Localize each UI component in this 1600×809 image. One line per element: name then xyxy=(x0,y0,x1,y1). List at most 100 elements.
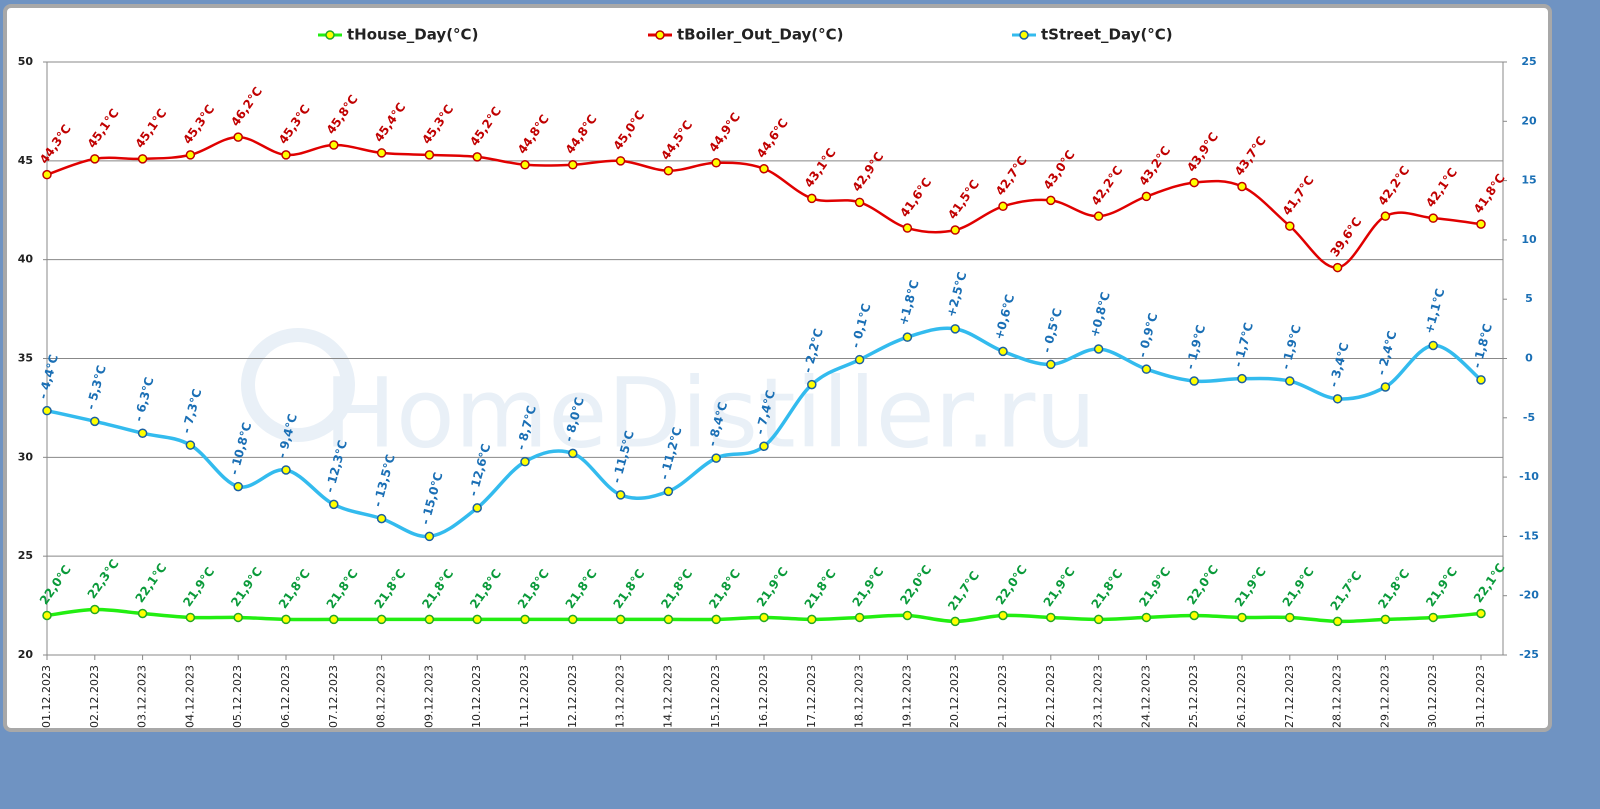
marker xyxy=(663,486,674,497)
y2-tick-label: 5 xyxy=(1525,292,1533,305)
y2-tick-label: 10 xyxy=(1521,233,1537,246)
x-tick-label: 29.12.2023 xyxy=(1378,665,1391,728)
marker xyxy=(615,490,626,500)
x-tick-label: 14.12.2023 xyxy=(661,665,674,728)
chart-frame xyxy=(3,4,1552,732)
y-tick-label: 35 xyxy=(18,352,33,365)
marker xyxy=(759,612,769,623)
marker xyxy=(90,154,100,164)
marker xyxy=(568,448,578,459)
marker xyxy=(281,465,291,475)
x-tick-label: 11.12.2023 xyxy=(518,665,531,728)
x-tick-label: 27.12.2023 xyxy=(1283,665,1296,728)
marker xyxy=(520,614,530,625)
marker xyxy=(185,150,196,160)
marker xyxy=(950,616,960,627)
marker xyxy=(1237,373,1247,384)
marker xyxy=(233,132,243,142)
x-tick-label: 12.12.2023 xyxy=(566,665,579,728)
x-tick-label: 26.12.2023 xyxy=(1235,665,1248,728)
marker xyxy=(854,197,865,208)
y-tick-label: 40 xyxy=(18,253,34,266)
marker xyxy=(1285,221,1295,231)
x-tick-label: 28.12.2023 xyxy=(1331,665,1344,728)
x-tick-label: 15.12.2023 xyxy=(709,665,722,728)
y2-tick-label: -15 xyxy=(1519,529,1539,542)
marker xyxy=(1046,359,1056,370)
marker xyxy=(472,614,482,625)
marker xyxy=(568,614,578,625)
x-tick-label: 10.12.2023 xyxy=(470,665,483,728)
y2-tick-label: 20 xyxy=(1521,114,1537,127)
x-tick-label: 25.12.2023 xyxy=(1187,665,1200,728)
marker xyxy=(807,614,817,625)
x-tick-label: 02.12.2023 xyxy=(88,665,101,728)
marker xyxy=(1476,375,1486,385)
marker xyxy=(137,428,148,438)
marker xyxy=(329,614,339,625)
marker xyxy=(424,531,435,542)
legend-marker xyxy=(1019,30,1029,40)
x-tick-label: 16.12.2023 xyxy=(757,665,770,728)
marker xyxy=(615,614,626,625)
marker xyxy=(185,440,196,450)
marker xyxy=(472,152,482,162)
x-tick-label: 17.12.2023 xyxy=(805,665,818,728)
marker xyxy=(1285,376,1295,386)
marker xyxy=(281,150,291,160)
y2-tick-label: -10 xyxy=(1519,470,1539,483)
marker xyxy=(281,614,291,625)
y-tick-label: 45 xyxy=(18,154,33,167)
x-tick-label: 06.12.2023 xyxy=(279,665,292,728)
x-tick-label: 09.12.2023 xyxy=(422,665,435,728)
marker xyxy=(1141,191,1152,202)
marker xyxy=(854,612,865,623)
marker xyxy=(759,163,769,174)
x-tick-label: 24.12.2023 xyxy=(1139,665,1152,728)
marker xyxy=(1093,211,1104,221)
y-tick-label: 50 xyxy=(18,55,34,68)
x-tick-label: 03.12.2023 xyxy=(136,665,149,728)
marker xyxy=(185,612,196,623)
x-tick-label: 31.12.2023 xyxy=(1474,665,1487,728)
y2-tick-label: 15 xyxy=(1521,174,1536,187)
y2-tick-label: 0 xyxy=(1525,352,1533,365)
marker xyxy=(424,614,435,625)
marker xyxy=(1380,211,1391,221)
marker xyxy=(998,201,1008,212)
marker xyxy=(1046,195,1056,206)
marker xyxy=(1093,344,1104,354)
marker xyxy=(1380,382,1391,392)
marker xyxy=(376,148,387,158)
x-tick-label: 08.12.2023 xyxy=(375,665,388,728)
marker xyxy=(376,513,387,524)
watermark: HomeDistiller.ru xyxy=(324,357,1096,469)
marker xyxy=(137,154,148,164)
x-tick-label: 23.12.2023 xyxy=(1092,665,1105,728)
marker xyxy=(711,158,721,168)
marker xyxy=(711,614,721,625)
marker xyxy=(950,324,960,334)
x-tick-label: 19.12.2023 xyxy=(900,665,913,728)
marker xyxy=(1332,616,1343,627)
legend-label: tStreet_Day(°C) xyxy=(1041,26,1173,44)
marker xyxy=(1476,608,1486,619)
y2-tick-label: -5 xyxy=(1523,411,1535,424)
marker xyxy=(1332,394,1343,404)
marker xyxy=(568,160,578,170)
marker xyxy=(1237,612,1247,623)
x-tick-label: 18.12.2023 xyxy=(853,665,866,728)
legend-label: tBoiler_Out_Day(°C) xyxy=(677,26,843,44)
marker xyxy=(663,165,674,176)
marker xyxy=(42,405,52,416)
marker xyxy=(1189,177,1199,188)
marker xyxy=(902,610,913,621)
marker xyxy=(520,160,530,170)
watermark-logo xyxy=(241,328,355,442)
marker xyxy=(42,610,52,621)
marker xyxy=(998,610,1008,621)
marker xyxy=(1237,181,1247,192)
y-tick-label: 20 xyxy=(18,648,34,661)
marker xyxy=(424,150,435,160)
